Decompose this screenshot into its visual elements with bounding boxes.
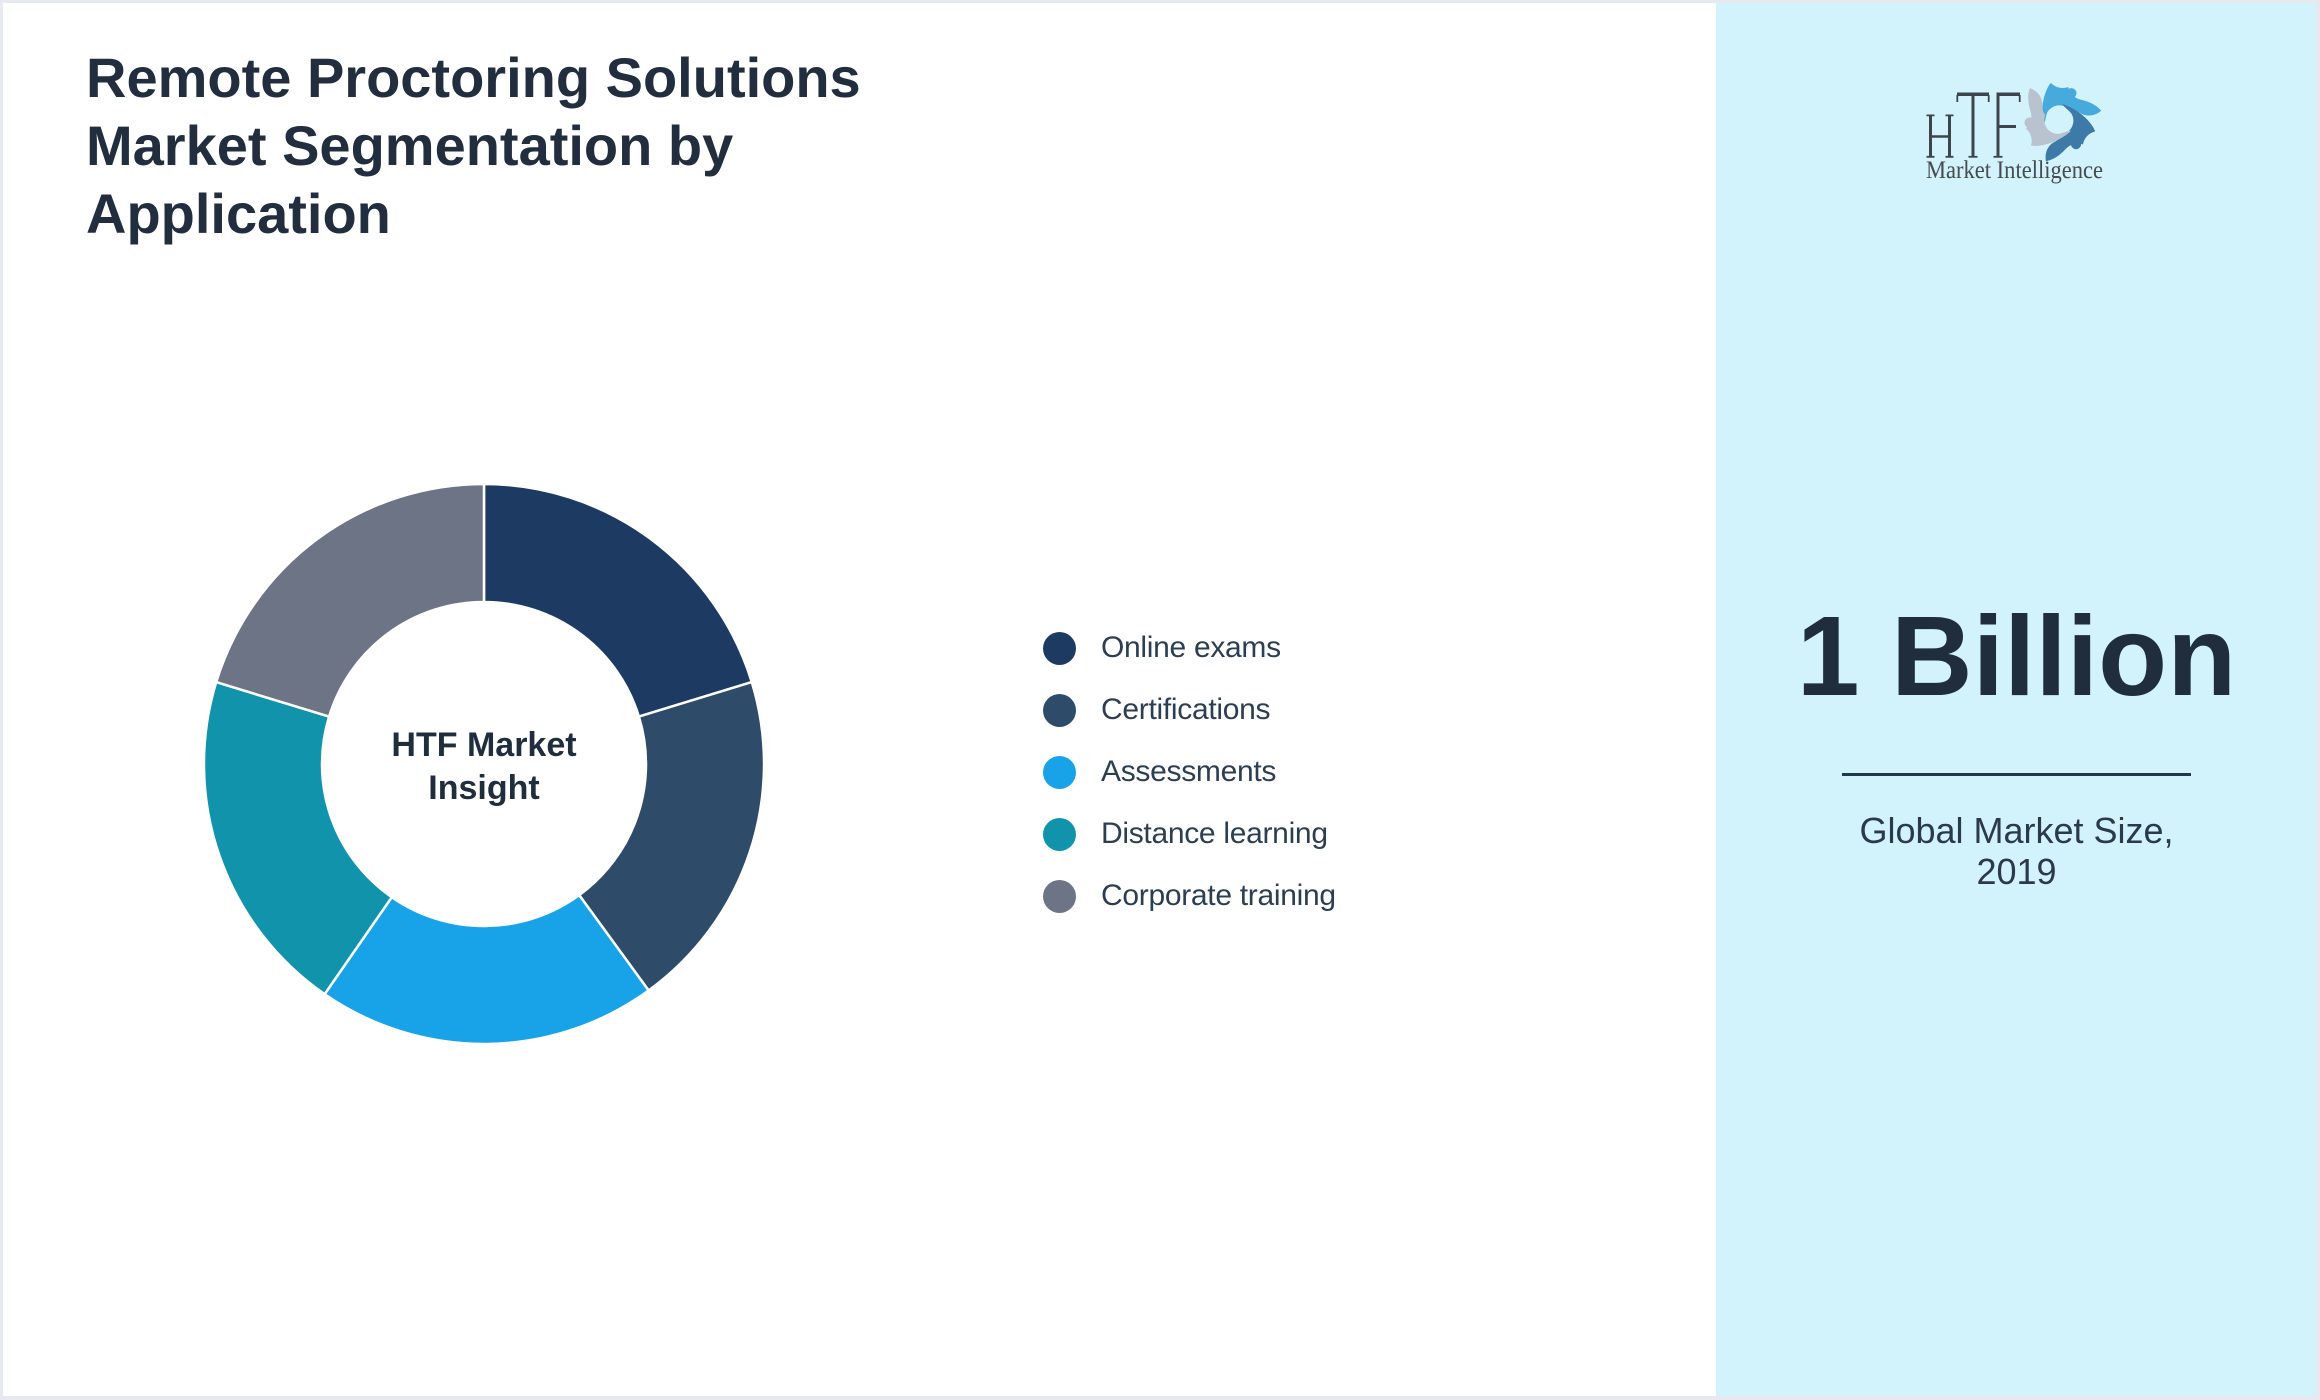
svg-text:Market Intelligence: Market Intelligence: [1926, 157, 2103, 184]
